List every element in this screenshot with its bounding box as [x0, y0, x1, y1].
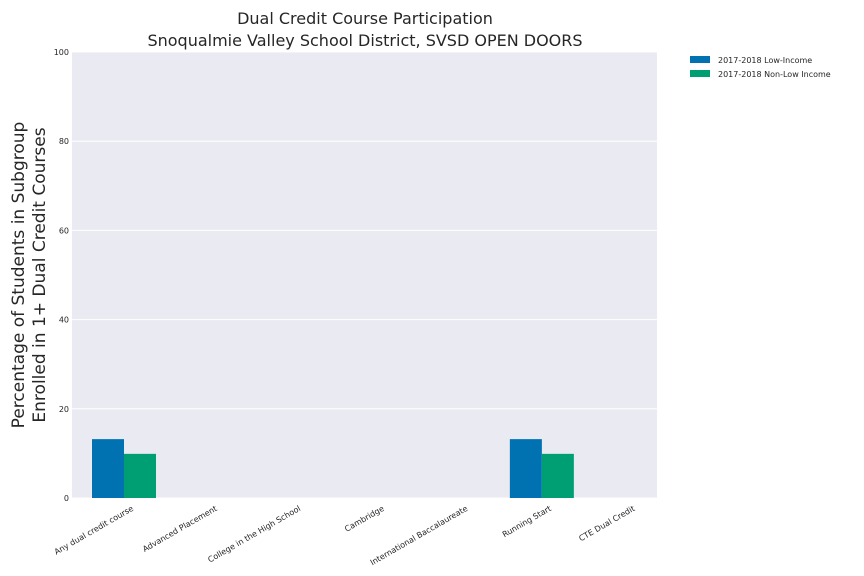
- x-tick-label: International Baccalaureate: [369, 504, 470, 567]
- bar: [509, 439, 542, 498]
- bar: [124, 453, 156, 498]
- legend-swatch: [690, 56, 710, 63]
- legend-swatch: [690, 70, 710, 77]
- x-tick-label: Running Start: [501, 504, 553, 539]
- bars: [92, 439, 574, 498]
- x-tick-label: Any dual credit course: [53, 504, 135, 557]
- x-tick-label: Cambridge: [343, 504, 386, 534]
- y-tick-label: 80: [59, 137, 69, 146]
- y-tick-label: 40: [59, 316, 69, 325]
- x-tick-label: College in the High School: [206, 504, 302, 564]
- legend-label: 2017-2018 Low-Income: [718, 56, 812, 65]
- y-tick-label: 100: [54, 48, 69, 57]
- x-tick-labels: Any dual credit course Advanced Placement…: [53, 504, 637, 567]
- bar: [92, 439, 124, 498]
- x-tick-label: Advanced Placement: [141, 504, 218, 554]
- y-tick-label: 20: [59, 405, 69, 414]
- bar: [541, 453, 574, 498]
- legend: 2017-2018 Low-Income 2017-2018 Non-Low In…: [690, 56, 831, 79]
- y-tick-label: 0: [64, 494, 69, 503]
- chart-subtitle: Snoqualmie Valley School District, SVSD …: [147, 31, 582, 50]
- y-axis-label-line2: Enrolled in 1+ Dual Credit Courses: [30, 127, 50, 422]
- plot-area: [72, 52, 657, 498]
- y-tick-labels: 0 20 40 60 80 100: [54, 48, 69, 503]
- chart-title: Dual Credit Course Participation: [237, 9, 493, 28]
- legend-label: 2017-2018 Non-Low Income: [718, 70, 831, 79]
- y-tick-label: 60: [59, 226, 69, 235]
- y-axis-label-line1: Percentage of Students in Subgroup: [9, 122, 29, 429]
- x-tick-label: CTE Dual Credit: [577, 504, 636, 543]
